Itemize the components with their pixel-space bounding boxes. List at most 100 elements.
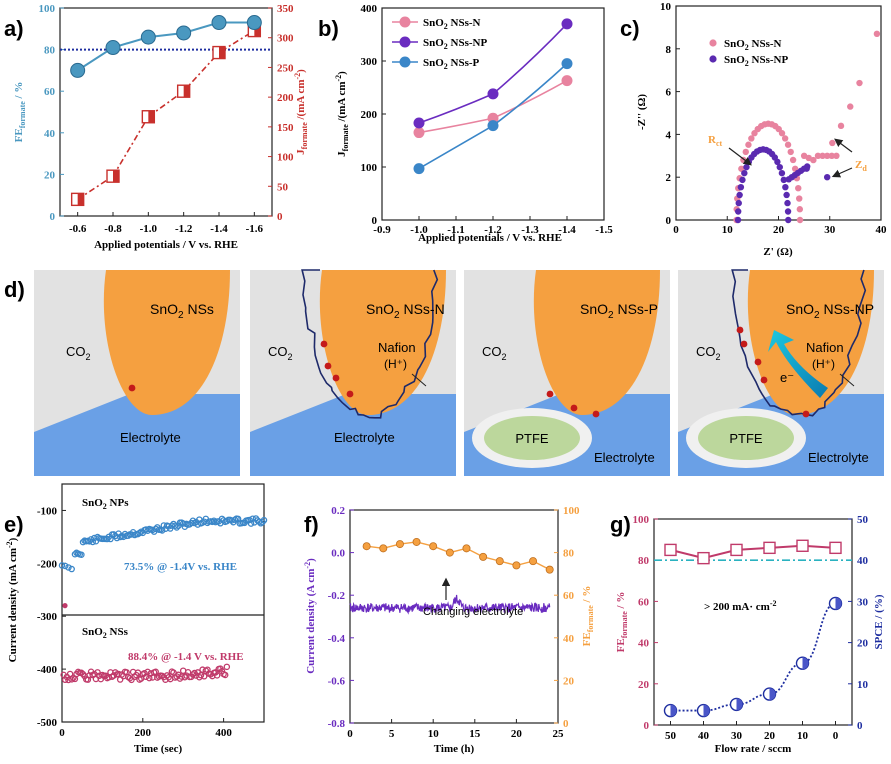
panel-e-nss-point: [223, 663, 231, 671]
panel-a-ytick-right-label: 300: [277, 33, 294, 45]
panel-c-zd-sub: d: [862, 164, 867, 173]
panel-e-ylabel-main: Current density (mA cm: [7, 548, 19, 662]
panel-b-xtick-label: -1.1: [447, 224, 464, 236]
panel-g-fe-point: [697, 551, 710, 565]
panel-c-nss-n-point: [814, 152, 822, 159]
schematic-electrolyte-region: [250, 394, 456, 476]
schematic-co2-label-sub: 2: [288, 352, 293, 362]
panel-c-rct-label: Rct: [708, 134, 723, 148]
panel-f-ytick-left-label: 0.2: [331, 505, 345, 517]
panel-c-nss-np-point: [743, 163, 750, 171]
panel-b-legend-marker: [399, 36, 411, 48]
panel-a-fe-line: [77, 21, 255, 72]
panel-g-ytick-right-label: 50: [857, 514, 869, 526]
panel-g-ytick-left-label: 100: [633, 514, 650, 526]
panel-b-ytick-label: 100: [361, 162, 378, 174]
panel-f-fe-point: [362, 542, 371, 551]
panel-f-xtick-label: 0: [347, 728, 353, 740]
panel-c-nss-np-point: [774, 158, 781, 166]
panel-c-legend-marker: [709, 39, 717, 47]
panel-c-ytick-label: 0: [666, 215, 672, 227]
panel-f-label: f): [304, 512, 319, 537]
panel-a-ylabel-left-unit: / %: [13, 82, 25, 102]
panel-g-ytick-left-label: 80: [638, 555, 650, 567]
panel-f-ytick-left-label: 0.0: [331, 548, 345, 560]
panel-g-xtick-label: 50: [665, 730, 677, 742]
panel-e-nps-point: [173, 524, 180, 531]
panel-c-nss-np-point: [734, 208, 742, 215]
schematic-hplus-label: (H⁺): [384, 357, 407, 371]
schematic-triple-phase-dot: [128, 384, 136, 392]
panel-a-j-point-half: [148, 110, 155, 123]
panel-f-fe-point: [512, 561, 521, 570]
panel-g-fe-point: [664, 543, 677, 557]
panel-b-xtick-label: -1.5: [595, 224, 613, 236]
panel-g-label: g): [610, 512, 631, 537]
panel-c-nss-np-point: [776, 163, 783, 171]
panel-g-ytick-left-label: 40: [638, 638, 650, 650]
panel-f-ylabel-left-main: Current density (A cm: [305, 569, 317, 674]
panel-c-ytick-label: 4: [666, 129, 672, 141]
panel-a-ytick-left-label: 20: [44, 169, 56, 181]
panel-g-spce-point-half: [802, 657, 809, 670]
panel-c-nss-n-point: [745, 141, 752, 148]
panel-f-ytick-left-label: -0.8: [328, 718, 346, 730]
panel-c-nss-n-point: [837, 122, 845, 130]
schematic-cell-title-post: NSs-P: [614, 301, 658, 317]
schematic-triple-phase-dot: [760, 376, 768, 384]
panel-a-ytick-right-label: 150: [277, 122, 294, 134]
panel-b-legend-label-sub: 2: [444, 22, 448, 31]
schematic-cell-title-post: NSs-N: [400, 301, 445, 317]
panel-f-ylabel-left-sup: -2: [303, 562, 312, 569]
panel-f-xtick-label: 20: [511, 728, 523, 740]
panel-c-nss-np-point: [784, 199, 791, 207]
schematic-cell-title-sub: 2: [394, 310, 400, 321]
schematic-electrolyte-label: Electrolyte: [334, 430, 395, 445]
panel-f-fe-point: [479, 552, 488, 561]
panel-g-ylabel-left: FEformate / %: [615, 592, 629, 653]
panel-g-xtick-label: 30: [731, 730, 743, 742]
panel-c-ytick-label: 8: [666, 44, 672, 56]
panel-e-ylabel-sup: -2: [5, 541, 14, 548]
panel-c-nss-n-point: [796, 216, 804, 224]
schematic-cell-title: SnO2 NSs-N: [366, 301, 445, 321]
panel-g-xtick-label: 20: [764, 730, 776, 742]
panel-e-nss-point: [221, 671, 229, 679]
panel-g-ytick-left-label: 0: [644, 720, 650, 732]
panel-e-nss-point: [78, 669, 85, 677]
panel-g-frame: [653, 518, 853, 726]
panel-f-fe-point: [429, 542, 438, 551]
panel-f-ylabel-right-unit: / %: [581, 586, 593, 606]
schematic-cell-title-sub: 2: [608, 310, 614, 321]
panel-c-legend-label-sub: 2: [745, 59, 749, 68]
panel-b-ytick-label: 200: [361, 109, 378, 121]
panel-b-legend-label-main: SnO: [423, 37, 444, 49]
panel-g-ylabel-left-main: FE: [615, 638, 627, 652]
panel-b-series-point: [561, 75, 573, 87]
schematic-co2-label: CO2: [268, 344, 293, 362]
panel-e-nps-point: [58, 562, 66, 569]
panel-f-ytick-right-label: 80: [563, 548, 575, 560]
panel-a-ytick-right-label: 100: [277, 152, 294, 164]
panel-f-ytick-left-label: -0.2: [328, 590, 346, 602]
panel-f-fe-point: [495, 557, 504, 566]
schematic-triple-phase-dot: [570, 404, 578, 412]
panel-c-nss-n-point: [847, 103, 854, 110]
panel-c-ylabel: -Z'' (Ω): [636, 94, 648, 130]
panel-c-zd-arrow-2: [831, 167, 853, 178]
panel-c-xtick-label: 0: [673, 224, 679, 236]
panel-c-zd-label: Zd: [855, 159, 867, 173]
panel-e-nss-point: [152, 668, 159, 676]
panel-e-bottom-title-post: NSs: [107, 626, 129, 638]
panel-b-ytick-label: 0: [372, 215, 378, 227]
panel-b-series-point: [413, 117, 425, 129]
schematic-nafion-label: Nafion: [806, 340, 844, 355]
schematic-nafion-label: Nafion: [378, 340, 416, 355]
panel-b-ylabel-sup: -2: [334, 75, 343, 82]
panel-d: d) SnO2 NSsCO2ElectrolyteNafion(H⁺)SnO2 …: [4, 269, 884, 476]
panel-g-annotation: > 200 mA· cm-2: [704, 599, 777, 613]
panel-c-legend-label: SnO2 NSs-NP: [724, 54, 788, 68]
panel-a-ytick-left-label: 60: [44, 86, 56, 98]
